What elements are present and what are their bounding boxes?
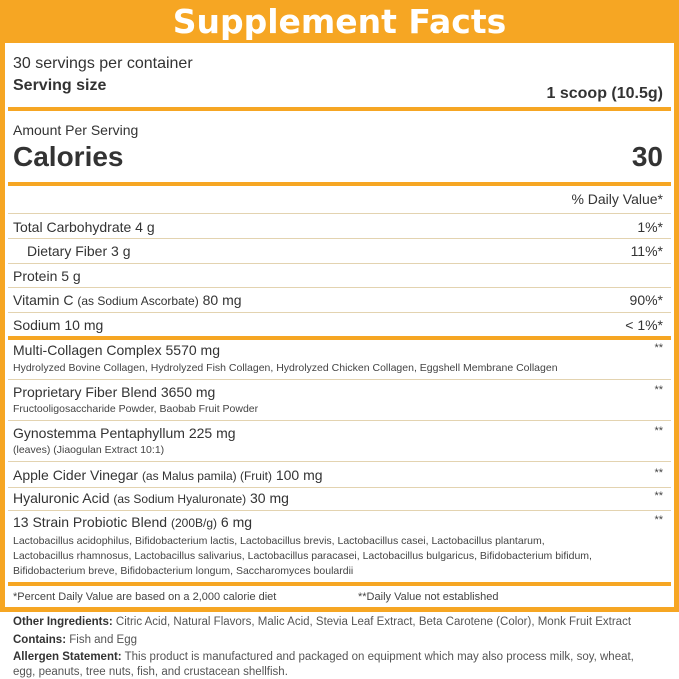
divider — [8, 287, 671, 288]
divider — [8, 379, 671, 380]
calories-label: Calories — [13, 141, 124, 172]
blend-ingredients: Bifidobacterium breve, Bifidobacterium l… — [13, 565, 354, 577]
nutrient-dv: 90%* — [629, 292, 663, 308]
blend-amount: 30 mg — [250, 490, 289, 506]
blend-name: 13 Strain Probiotic Blend — [13, 514, 168, 530]
allergen-text: This product is manufactured and package… — [124, 651, 634, 663]
divider — [8, 107, 671, 111]
other-ingredients-label: Other Ingredients: — [13, 616, 113, 628]
nutrient-detail: (as Sodium Ascorbate) — [77, 294, 199, 308]
divider — [8, 510, 671, 511]
daily-value-header: % Daily Value* — [571, 191, 663, 207]
blend-ingredients: Fructooligosaccharide Powder, Baobab Fru… — [13, 403, 259, 415]
contains-label: Contains: — [13, 634, 67, 646]
blend-ingredients: (leaves) (Jiaogulan Extract 10:1) — [13, 444, 165, 456]
calories-value: 30 — [631, 141, 663, 172]
amount-per-serving: Amount Per Serving — [13, 122, 139, 138]
divider — [8, 336, 671, 340]
blend-name: Hyaluronic Acid — [13, 490, 110, 506]
nutrient-name: Vitamin C — [13, 292, 74, 308]
blend-row: 13 Strain Probiotic Blend (200B/g) 6 mg — [13, 514, 252, 530]
blend-ingredients: Hydrolyzed Bovine Collagen, Hydrolyzed F… — [13, 362, 558, 374]
serving-size-label: Serving size — [13, 77, 107, 94]
allergen-label: Allergen Statement: — [13, 651, 122, 663]
blend-dv: ** — [654, 384, 663, 396]
nutrient-row: Protein 5 g — [13, 268, 81, 284]
blend-row: Proprietary Fiber Blend 3650 mg — [13, 384, 216, 400]
blend-row: Apple Cider Vinegar (as Malus pamila) (F… — [13, 467, 323, 483]
contains: Contains: Fish and Egg — [13, 634, 137, 646]
divider — [8, 487, 671, 488]
nutrient-row: Vitamin C (as Sodium Ascorbate) 80 mg — [13, 292, 242, 308]
other-ingredients: Other Ingredients: Citric Acid, Natural … — [13, 616, 631, 628]
contains-text: Fish and Egg — [69, 634, 137, 646]
divider — [8, 263, 671, 264]
blend-amount: 6 mg — [220, 514, 253, 530]
servings-per-container: 30 servings per container — [13, 55, 193, 72]
blend-dv: ** — [654, 342, 663, 354]
allergen-statement-cont: egg, peanuts, tree nuts, fish, and crust… — [13, 666, 288, 678]
divider — [8, 582, 671, 586]
blend-amount: 100 mg — [275, 467, 323, 483]
nutrient-dv: 1%* — [637, 219, 663, 235]
blend-ingredients: Lactobacillus acidophilus, Bifidobacteri… — [13, 535, 545, 547]
divider — [8, 213, 671, 214]
divider — [8, 182, 671, 186]
blend-detail: (as Sodium Hyaluronate) — [113, 492, 247, 506]
blend-ingredients: Lactobacillus rhamnosus, Lactobacillus s… — [13, 550, 592, 562]
blend-dv: ** — [654, 514, 663, 526]
blend-row: Multi-Collagen Complex 5570 mg — [13, 342, 220, 358]
nutrient-row: Total Carbohydrate 4 g — [13, 219, 155, 235]
blend-name: Apple Cider Vinegar — [13, 467, 139, 483]
divider — [8, 420, 671, 421]
other-ingredients-text: Citric Acid, Natural Flavors, Malic Acid… — [115, 616, 632, 628]
nutrient-row: Dietary Fiber 3 g — [27, 243, 131, 259]
blend-dv: ** — [654, 425, 663, 437]
blend-dv: ** — [654, 490, 663, 502]
blend-detail: (200B/g) — [170, 516, 218, 530]
blend-row: Hyaluronic Acid (as Sodium Hyaluronate) … — [13, 490, 289, 506]
footnote-percent-dv: *Percent Daily Value are based on a 2,00… — [13, 591, 277, 603]
divider — [8, 312, 671, 313]
blend-detail: (as Malus pamila) (Fruit) — [141, 469, 272, 483]
blend-dv: ** — [654, 467, 663, 479]
page-title: Supplement Facts — [0, 0, 679, 43]
nutrient-dv: < 1%* — [625, 317, 663, 333]
serving-size-value: 1 scoop (10.5g) — [546, 85, 663, 102]
divider — [8, 238, 671, 239]
nutrient-dv: 11%* — [630, 243, 663, 259]
footnote-dv-not-established: **Daily Value not established — [358, 591, 499, 603]
facts-panel — [0, 43, 679, 612]
divider — [8, 461, 671, 462]
nutrient-amount: 80 mg — [202, 292, 242, 308]
nutrient-row: Sodium 10 mg — [13, 317, 104, 333]
allergen-statement: Allergen Statement: This product is manu… — [13, 651, 634, 663]
blend-row: Gynostemma Pentaphyllum 225 mg — [13, 425, 236, 441]
